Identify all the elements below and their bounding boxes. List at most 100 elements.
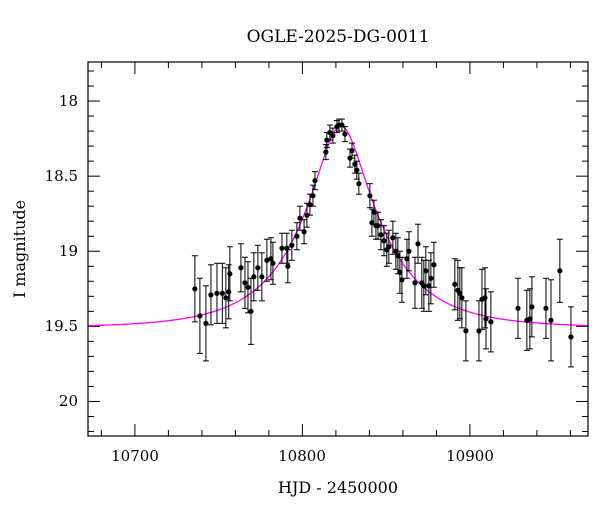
data-point-group xyxy=(458,267,465,329)
data-point-group xyxy=(420,259,427,312)
data-point xyxy=(301,229,307,235)
x-axis-label: HJD - 2450000 xyxy=(278,478,398,497)
data-point xyxy=(354,167,360,173)
data-point xyxy=(255,265,261,271)
data-point-group xyxy=(241,256,248,309)
data-point-group xyxy=(263,238,270,282)
model-curve xyxy=(88,125,588,327)
data-point-group xyxy=(556,238,563,303)
data-point-group xyxy=(482,288,489,350)
data-point-group xyxy=(284,249,291,284)
data-point-group xyxy=(250,252,257,302)
data-point-group xyxy=(348,142,355,159)
plot-frame xyxy=(87,61,589,437)
data-point xyxy=(264,257,270,263)
data-point-group xyxy=(405,231,412,272)
data-point xyxy=(378,232,384,238)
data-point xyxy=(415,241,421,247)
data-point xyxy=(197,313,203,319)
data-point xyxy=(226,289,232,295)
data-point xyxy=(349,148,355,154)
data-point xyxy=(310,193,316,199)
data-point xyxy=(543,305,549,311)
data-point xyxy=(214,290,220,296)
data-point xyxy=(423,268,429,274)
data-point-group xyxy=(385,229,392,264)
data-point-group xyxy=(528,276,535,338)
data-point-group xyxy=(326,124,333,141)
data-point-group xyxy=(411,256,418,309)
data-point-group xyxy=(322,144,329,161)
data-point xyxy=(381,238,387,244)
data-point xyxy=(463,328,469,334)
data-point-group xyxy=(293,222,300,251)
data-point-group xyxy=(213,262,220,324)
data-point xyxy=(457,290,463,296)
data-point-group xyxy=(244,261,251,314)
data-point xyxy=(324,137,330,143)
data-point xyxy=(242,280,248,286)
data-point-group xyxy=(451,258,458,311)
data-point xyxy=(483,316,489,322)
data-point-group xyxy=(366,183,373,209)
data-point-group xyxy=(430,241,437,288)
data-point-group xyxy=(487,291,494,353)
data-point-group xyxy=(414,223,421,264)
data-point-group xyxy=(542,277,549,339)
data-point-group xyxy=(323,132,330,149)
data-point-group xyxy=(462,300,469,362)
data-point-group xyxy=(374,211,381,240)
data-point-group xyxy=(355,172,362,195)
data-point xyxy=(527,316,533,322)
data-point xyxy=(304,212,310,218)
data-point xyxy=(386,244,392,250)
data-point xyxy=(404,256,410,262)
data-point xyxy=(529,304,535,310)
y-tick-label: 19.5 xyxy=(45,317,78,335)
data-point xyxy=(330,132,336,139)
data-point xyxy=(431,262,437,268)
data-point xyxy=(406,248,412,254)
data-point-group xyxy=(196,277,203,354)
data-point-group xyxy=(514,277,521,339)
x-tick-label: 10700 xyxy=(111,447,159,465)
x-tick-label: 10800 xyxy=(278,447,326,465)
chart-title: OGLE-2025-DG-0011 xyxy=(247,27,430,47)
data-point xyxy=(289,242,295,248)
data-point-group xyxy=(269,241,276,285)
data-point-group xyxy=(311,171,318,191)
data-point-group xyxy=(454,259,461,321)
data-point-group xyxy=(283,232,290,264)
data-point xyxy=(294,233,300,239)
y-tick-label: 20 xyxy=(59,392,78,410)
y-tick-label: 18.5 xyxy=(45,167,78,185)
data-point xyxy=(203,320,209,326)
data-point-group xyxy=(547,279,554,362)
data-point xyxy=(323,149,329,155)
data-point xyxy=(285,263,291,269)
data-point xyxy=(223,295,229,301)
data-point-group xyxy=(396,250,403,294)
data-point xyxy=(557,268,563,274)
data-point-group xyxy=(288,229,295,261)
data-point xyxy=(245,284,251,290)
data-point-group xyxy=(567,306,574,368)
data-point xyxy=(412,280,418,286)
data-point xyxy=(515,305,521,311)
data-point-group xyxy=(191,255,198,323)
data-point xyxy=(251,274,257,280)
data-point xyxy=(488,319,494,325)
data-point xyxy=(208,292,214,298)
data-point-group xyxy=(202,285,209,362)
data-point-group xyxy=(254,244,261,291)
data-point-group xyxy=(207,264,214,326)
data-point xyxy=(548,317,554,323)
x-tick-label: 10900 xyxy=(446,447,494,465)
data-point-group xyxy=(422,246,429,296)
data-point-group xyxy=(222,267,229,329)
data-point xyxy=(397,269,403,275)
data-point xyxy=(268,256,274,262)
data-point-group xyxy=(258,252,265,302)
data-point-group xyxy=(380,225,387,257)
data-point-group xyxy=(427,252,434,305)
